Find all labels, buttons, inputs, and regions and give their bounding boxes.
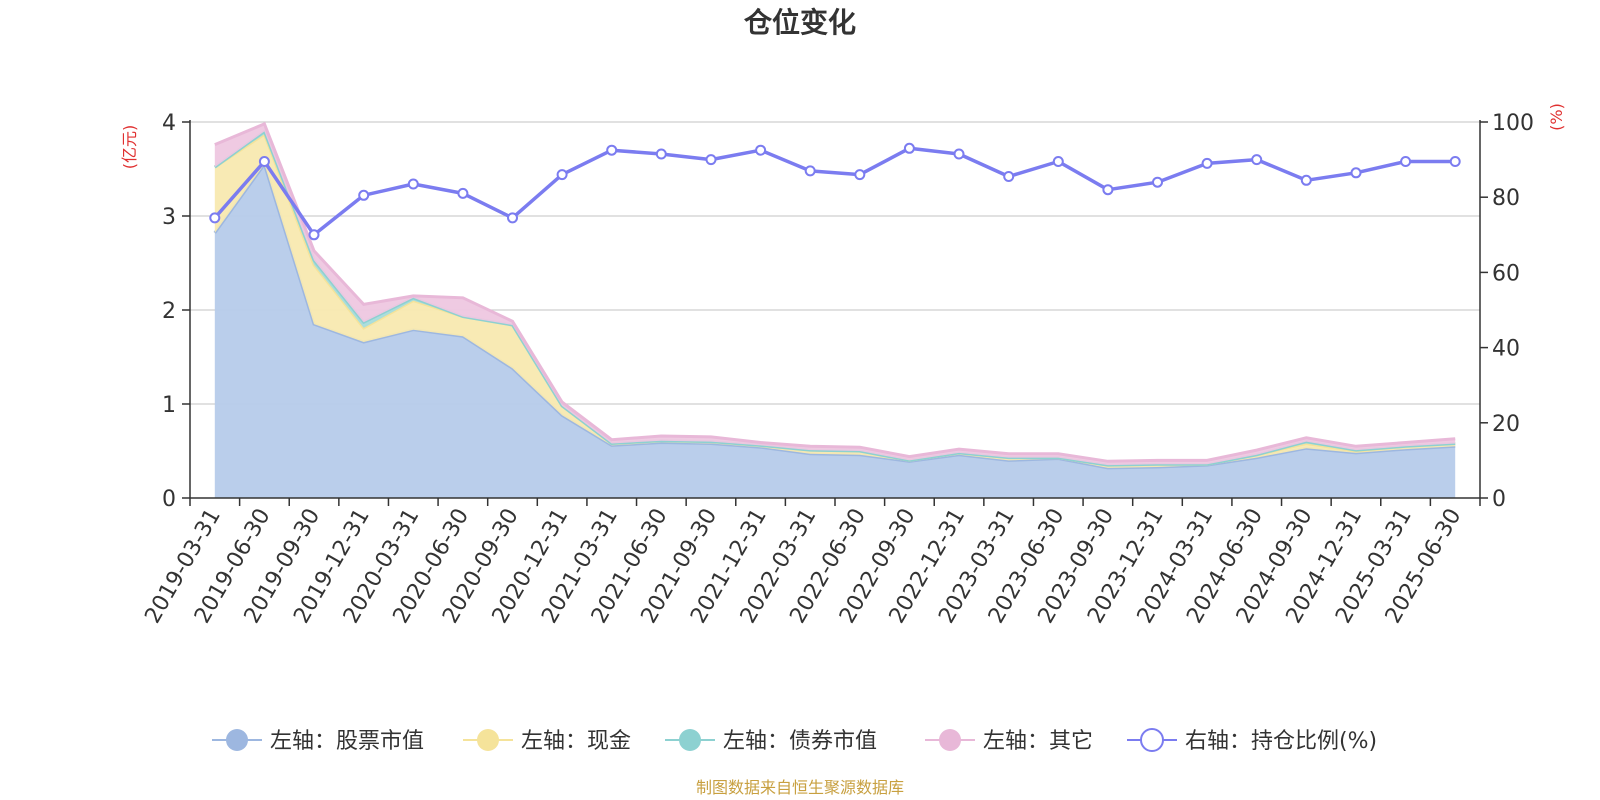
ratio-line-path [213, 146, 1456, 237]
chart-title: 仓位变化 [744, 6, 856, 39]
right-tick-label: 40 [1492, 337, 1520, 362]
ratio-point [1350, 167, 1362, 179]
legend-label: 左轴：股票市值 [270, 729, 424, 754]
ratio-point [655, 148, 667, 160]
ratio-point [1251, 154, 1263, 166]
area-左轴：股票市值 [214, 164, 1456, 499]
ratio-point [1152, 176, 1163, 188]
stacked-areas [213, 121, 1456, 499]
ratio-point [1201, 157, 1213, 169]
left-tick-label: 1 [162, 393, 176, 418]
ratio-point [606, 144, 618, 156]
ratio-point [407, 178, 419, 190]
ratio-point [1052, 156, 1064, 167]
left-tick-label: 4 [162, 111, 176, 136]
ratio-point [507, 212, 518, 224]
legend: 左轴：股票市值 左轴：现金 左轴：债券市值 左轴：其它 右轴：持仓比例(%) [212, 728, 1377, 754]
ratio-point [1300, 174, 1312, 186]
legend-label: 右轴：持仓比例(%) [1185, 729, 1377, 754]
legend-marker [477, 729, 499, 751]
right-tick-label: 0 [1492, 487, 1506, 512]
ratio-point [1102, 184, 1114, 196]
area-edge-左轴：其它 [214, 121, 1456, 463]
ratio-point [1449, 156, 1461, 167]
ratio-point [755, 144, 767, 156]
right-axis-unit: (%) [1547, 103, 1566, 131]
ratio-point [1400, 156, 1412, 167]
data-source-note: 制图数据来自恒生聚源数据库 [696, 778, 904, 797]
ratio-point [804, 165, 816, 177]
ratio-point [209, 212, 221, 224]
ratio-point [705, 154, 717, 166]
ratio-point [556, 169, 568, 181]
legend-marker [1140, 728, 1164, 752]
left-tick-label: 3 [162, 205, 176, 230]
ratio-point [854, 169, 866, 181]
legend-marker [679, 729, 701, 751]
holding-ratio-line [209, 142, 1461, 241]
right-tick-label: 80 [1492, 186, 1520, 211]
legend-label: 左轴：其它 [983, 729, 1093, 754]
legend-marker [226, 729, 248, 751]
left-tick-label: 2 [162, 299, 176, 324]
right-tick-label: 20 [1492, 412, 1520, 437]
right-tick-label: 100 [1492, 111, 1534, 136]
ratio-point [903, 142, 915, 154]
ratio-point [953, 148, 965, 160]
legend-label: 左轴：债券市值 [723, 729, 877, 754]
ratio-point [1003, 171, 1015, 182]
left-tick-label: 0 [162, 487, 176, 512]
legend-marker [939, 729, 961, 751]
ratio-point [358, 189, 370, 201]
left-axis-unit: (亿元) [120, 125, 139, 170]
ratio-point [258, 156, 270, 167]
legend-label: 左轴：现金 [521, 729, 631, 754]
ratio-point [308, 229, 320, 241]
right-tick-label: 60 [1492, 261, 1520, 286]
ratio-point [457, 187, 469, 199]
